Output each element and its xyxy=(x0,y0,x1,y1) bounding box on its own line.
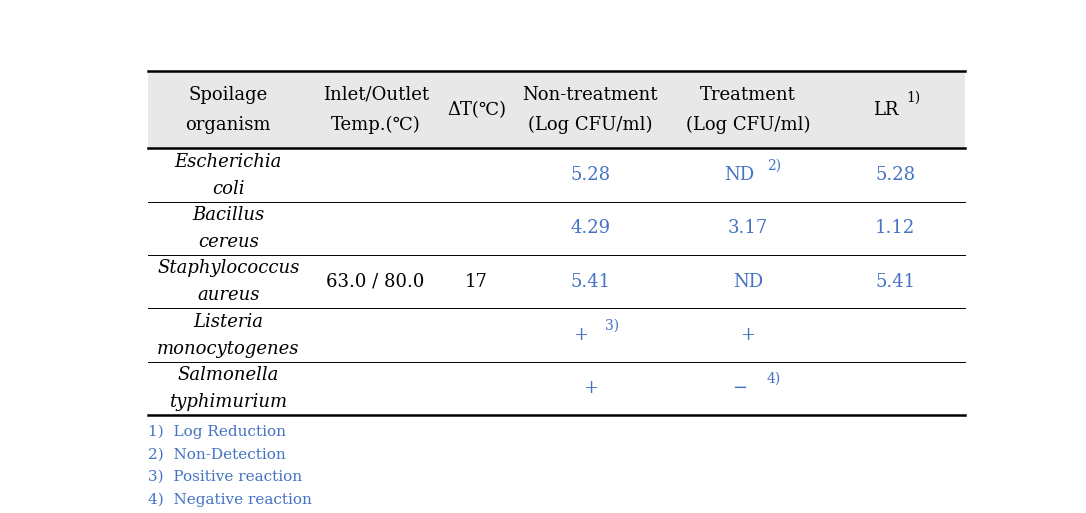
Text: Inlet/Outlet: Inlet/Outlet xyxy=(323,86,429,104)
Text: 5.28: 5.28 xyxy=(570,166,610,184)
Text: 4.29: 4.29 xyxy=(570,220,610,238)
Text: 5.28: 5.28 xyxy=(875,166,915,184)
Text: typhimurium: typhimurium xyxy=(169,393,288,411)
Text: 2)  Non-Detection: 2) Non-Detection xyxy=(149,447,286,462)
Text: +: + xyxy=(741,326,756,344)
Text: Staphylococcus: Staphylococcus xyxy=(157,260,300,278)
Text: aureus: aureus xyxy=(197,286,260,304)
Text: Escherichia: Escherichia xyxy=(175,153,282,171)
Text: Treatment: Treatment xyxy=(700,86,796,104)
Text: Listeria: Listeria xyxy=(193,313,263,331)
Text: ΔT(℃): ΔT(℃) xyxy=(447,101,506,119)
Text: −: − xyxy=(732,380,747,398)
Text: +: + xyxy=(572,326,588,344)
Text: (Log CFU/ml): (Log CFU/ml) xyxy=(528,116,653,134)
Text: +: + xyxy=(583,380,597,398)
Text: Spoilage: Spoilage xyxy=(189,86,268,104)
Text: 3): 3) xyxy=(605,318,619,332)
Text: 4)  Negative reaction: 4) Negative reaction xyxy=(149,492,313,507)
Text: monocytogenes: monocytogenes xyxy=(157,340,300,358)
Text: ND: ND xyxy=(733,273,763,291)
Text: (Log CFU/ml): (Log CFU/ml) xyxy=(685,116,810,134)
Text: Bacillus: Bacillus xyxy=(192,206,265,224)
Text: 3.17: 3.17 xyxy=(728,220,768,238)
Text: 63.0 / 80.0: 63.0 / 80.0 xyxy=(327,273,425,291)
Text: 1)  Log Reduction: 1) Log Reduction xyxy=(149,425,287,439)
Text: Salmonella: Salmonella xyxy=(178,366,279,384)
Bar xyxy=(149,71,964,148)
Text: 4): 4) xyxy=(767,371,781,386)
Text: Temp.(℃): Temp.(℃) xyxy=(331,116,420,134)
Text: 5.41: 5.41 xyxy=(570,273,610,291)
Text: cereus: cereus xyxy=(198,233,258,251)
Text: Non-treatment: Non-treatment xyxy=(522,86,658,104)
Text: 5.41: 5.41 xyxy=(875,273,915,291)
Text: coli: coli xyxy=(212,180,244,198)
Text: LR: LR xyxy=(872,101,898,119)
Text: 1.12: 1.12 xyxy=(875,220,915,238)
Text: 1): 1) xyxy=(907,91,921,105)
Text: ND: ND xyxy=(724,166,755,184)
Text: organism: organism xyxy=(186,116,272,134)
Text: 2): 2) xyxy=(767,158,781,172)
Text: 17: 17 xyxy=(465,273,488,291)
Text: 3)  Positive reaction: 3) Positive reaction xyxy=(149,470,303,484)
